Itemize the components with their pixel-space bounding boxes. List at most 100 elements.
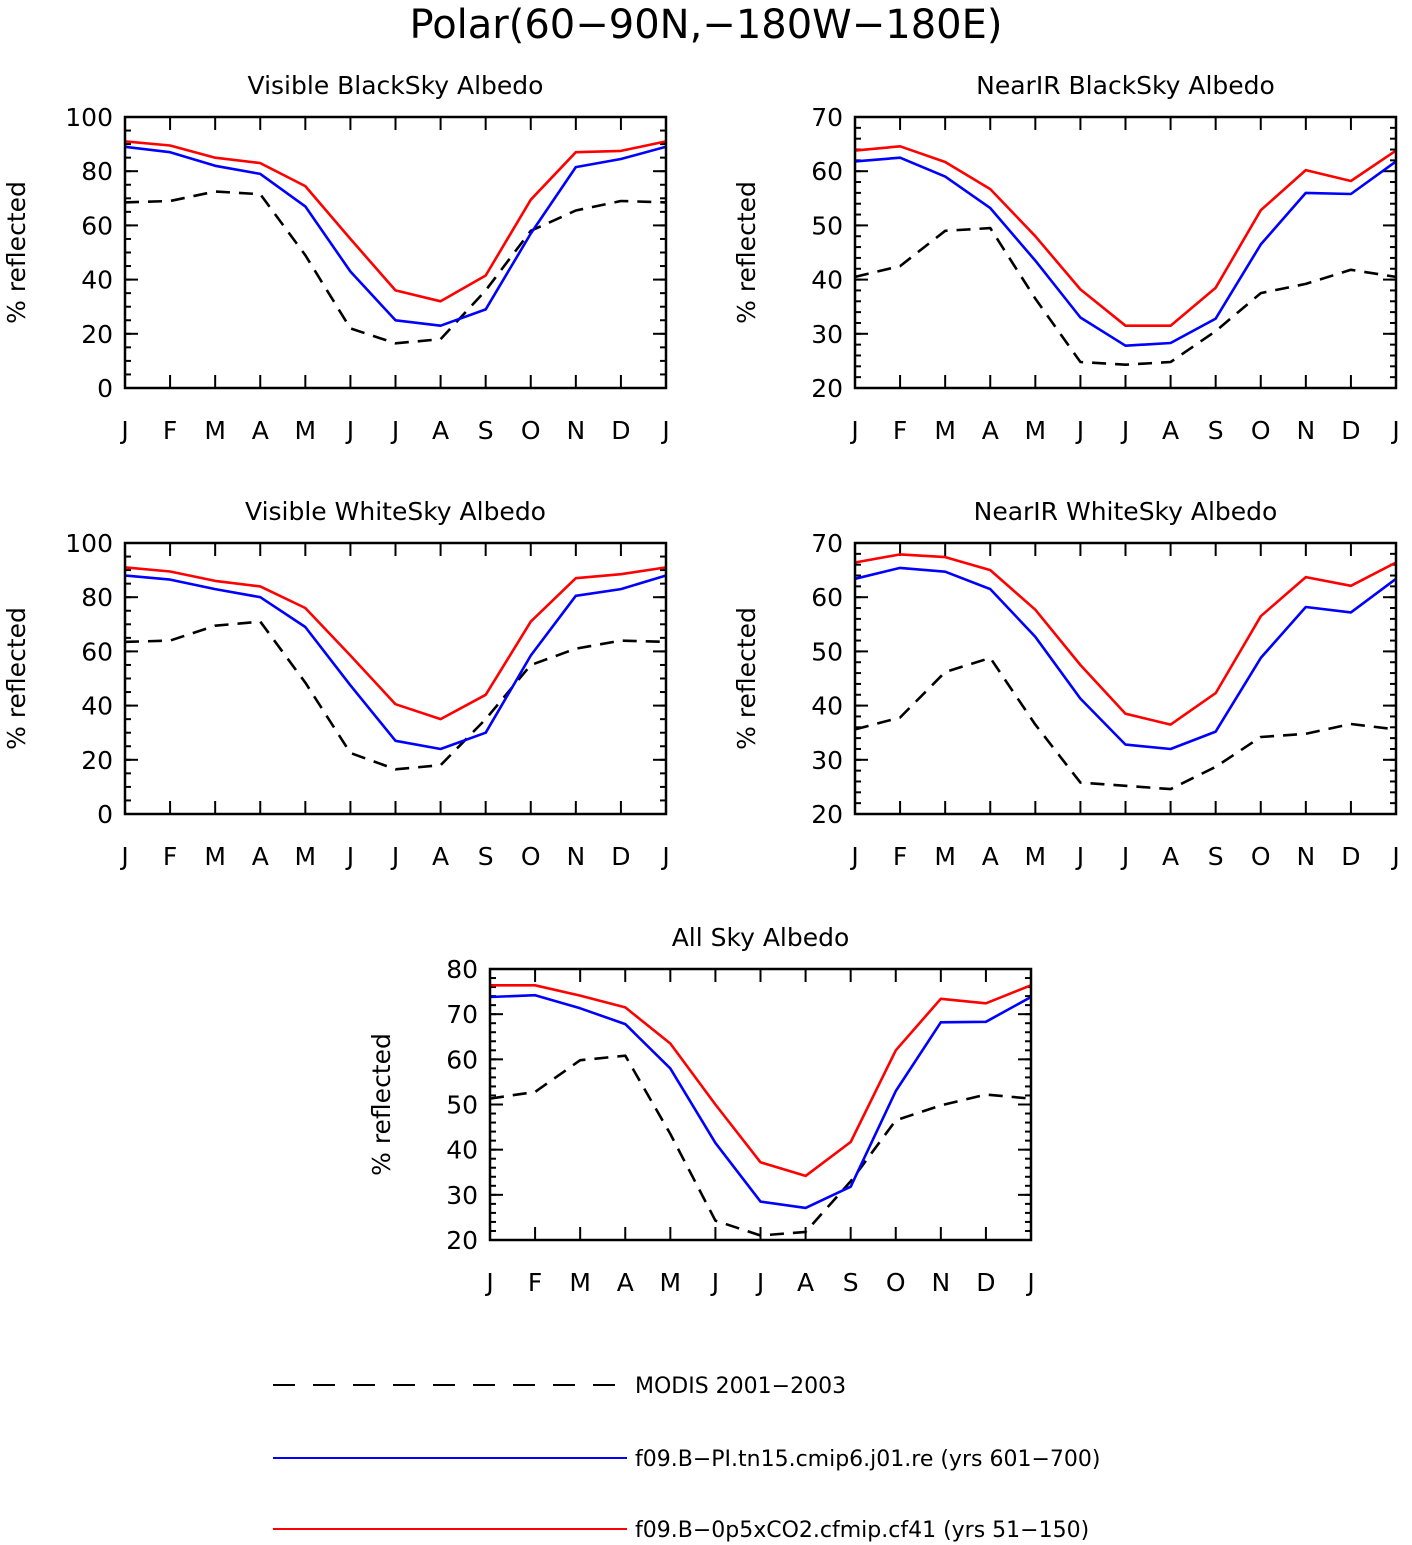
series-line-modis [854, 656, 1397, 791]
x-tick-label: J [710, 1268, 719, 1297]
series-line-pi [489, 993, 1032, 1210]
x-tick-label: J [345, 842, 354, 871]
x-tick-label: J [1075, 416, 1084, 445]
y-tick-label: 20 [81, 320, 113, 349]
y-tick-label: 70 [446, 1000, 478, 1029]
x-tick-label: J [390, 842, 399, 871]
x-tick-label: J [1120, 842, 1129, 871]
figure-title: Polar(60−90N,−180W−180E) [410, 2, 1003, 48]
y-tick-label: 70 [811, 103, 843, 132]
series-line-modis [854, 226, 1397, 367]
y-axis-label: % reflected [2, 181, 31, 324]
x-tick-label: J [345, 416, 354, 445]
series-line-pi [124, 574, 667, 751]
x-tick-label: J [849, 842, 858, 871]
y-axis-label: % reflected [367, 1033, 396, 1176]
x-tick-label: A [432, 842, 449, 871]
plot-frame [853, 541, 1398, 816]
panel-title: NearIR WhiteSky Albedo [974, 497, 1278, 526]
y-tick-label: 0 [97, 374, 113, 403]
y-tick-label: 20 [811, 800, 843, 829]
x-tick-label: J [1025, 1268, 1034, 1297]
legend-label-pi: f09.B−PI.tn15.cmip6.j01.re (yrs 601−700) [635, 1447, 1100, 1472]
x-tick-label: J [484, 1268, 493, 1297]
y-tick-label: 70 [811, 529, 843, 558]
x-tick-label: D [976, 1268, 995, 1297]
x-tick-label: F [163, 416, 177, 445]
y-tick-label: 80 [81, 157, 113, 186]
x-tick-label: S [1208, 416, 1224, 445]
series-line-0p5xco2 [854, 145, 1397, 328]
x-tick-label: M [204, 416, 226, 445]
x-tick-label: A [432, 416, 449, 445]
series-line-modis [124, 620, 667, 771]
panel-title: NearIR BlackSky Albedo [976, 71, 1275, 100]
x-tick-label: F [893, 416, 907, 445]
x-tick-label: F [163, 842, 177, 871]
x-tick-label: J [390, 416, 399, 445]
plot-frame [123, 115, 668, 390]
series-line-modis [124, 190, 667, 345]
x-tick-label: A [252, 842, 269, 871]
panel-nearir-blacksky: NearIR BlackSky Albedo % reflected 20 30 40 5… [732, 71, 1400, 445]
x-tick-label: A [982, 842, 999, 871]
x-tick-label: S [478, 842, 494, 871]
x-tick-label: M [295, 842, 317, 871]
panel-visible-blacksky: Visible BlackSky Albedo % reflected 0 20 40 6… [2, 71, 670, 445]
x-tick-label: D [1341, 416, 1360, 445]
legend-label-modis: MODIS 2001−2003 [635, 1374, 846, 1399]
panel-title: Visible WhiteSky Albedo [245, 497, 546, 526]
x-tick-label: O [1251, 416, 1271, 445]
x-tick-label: J [119, 416, 128, 445]
y-tick-label: 50 [811, 211, 843, 240]
y-tick-label: 50 [811, 637, 843, 666]
x-tick-label: A [1162, 842, 1179, 871]
x-tick-label: M [569, 1268, 591, 1297]
y-tick-label: 50 [446, 1091, 478, 1120]
y-tick-label: 40 [811, 266, 843, 295]
x-tick-label: A [252, 416, 269, 445]
x-tick-label: N [566, 416, 585, 445]
x-tick-label: A [617, 1268, 634, 1297]
x-tick-label: J [660, 416, 669, 445]
x-tick-label: O [1251, 842, 1271, 871]
panel-title: Visible BlackSky Albedo [248, 71, 544, 100]
y-tick-label: 30 [446, 1181, 478, 1210]
x-tick-label: O [886, 1268, 906, 1297]
x-tick-label: D [611, 842, 630, 871]
x-tick-label: M [295, 416, 317, 445]
y-tick-label: 100 [65, 103, 113, 132]
x-tick-label: M [204, 842, 226, 871]
x-tick-label: J [1390, 416, 1399, 445]
x-tick-label: J [1390, 842, 1399, 871]
series-line-pi [854, 566, 1397, 751]
x-tick-label: F [528, 1268, 542, 1297]
x-tick-label: J [1075, 842, 1084, 871]
x-tick-label: N [931, 1268, 950, 1297]
y-axis-label: % reflected [2, 607, 31, 750]
y-tick-label: 40 [81, 266, 113, 295]
x-tick-label: J [1120, 416, 1129, 445]
x-tick-label: J [119, 842, 128, 871]
series-line-modis [489, 1054, 1032, 1237]
x-tick-label: M [934, 416, 956, 445]
y-tick-label: 60 [81, 637, 113, 666]
y-tick-label: 30 [811, 746, 843, 775]
y-tick-label: 80 [81, 583, 113, 612]
y-tick-label: 60 [446, 1045, 478, 1074]
y-axis-label: % reflected [732, 607, 761, 750]
x-tick-label: O [521, 842, 541, 871]
plot-frame [488, 967, 1033, 1242]
legend-label-0p5xco2: f09.B−0p5xCO2.cfmip.cf41 (yrs 51−150) [635, 1518, 1089, 1543]
y-tick-label: 40 [811, 692, 843, 721]
legend: MODIS 2001−2003 f09.B−PI.tn15.cmip6.j01.… [273, 1374, 1100, 1543]
series-line-pi [124, 145, 667, 328]
x-tick-label: N [566, 842, 585, 871]
x-tick-label: F [893, 842, 907, 871]
y-tick-label: 60 [811, 583, 843, 612]
x-tick-label: S [478, 416, 494, 445]
x-tick-label: N [1296, 416, 1315, 445]
x-tick-label: D [1341, 842, 1360, 871]
x-tick-label: J [660, 842, 669, 871]
